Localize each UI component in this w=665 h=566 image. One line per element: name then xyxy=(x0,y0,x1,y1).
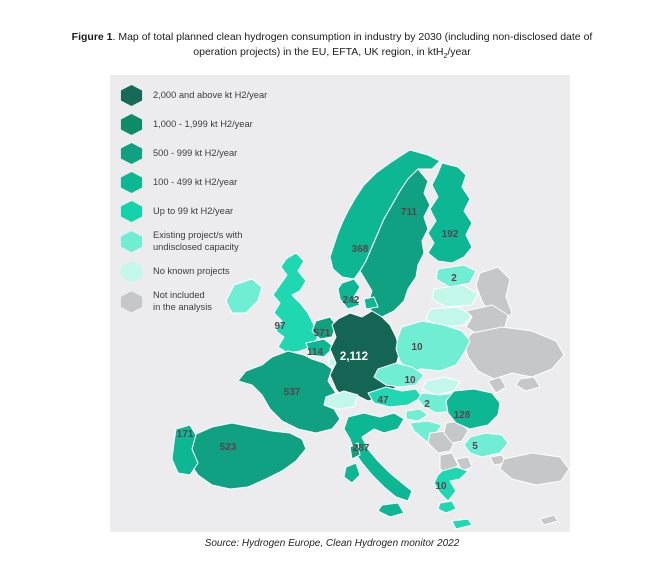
country-moldova xyxy=(487,376,507,394)
country-romania xyxy=(445,388,501,430)
legend-item: No known projects xyxy=(120,261,267,283)
hexagon-marker-icon xyxy=(120,114,143,135)
country-czechia xyxy=(373,362,425,388)
country-slovenia xyxy=(405,408,429,422)
country-cyprus xyxy=(539,514,559,526)
country-value-label: 114 xyxy=(307,347,324,358)
country-value-label: 368 xyxy=(352,244,369,255)
country-bulgaria xyxy=(463,432,509,458)
figure-source: Source: Hydrogen Europe, Clean Hydrogen … xyxy=(204,538,460,549)
country-value-label: 2 xyxy=(424,399,430,410)
country-greece-peloponnese xyxy=(437,500,457,514)
europe-map: 711 192 368 2 242 97 571 114 2,112 10 53… xyxy=(171,149,570,530)
country-value-label: 171 xyxy=(177,429,194,440)
country-corsica xyxy=(349,442,361,460)
country-value-label: 242 xyxy=(343,295,360,306)
country-lithuania xyxy=(425,306,473,328)
country-united-kingdom xyxy=(272,252,319,354)
country-value-label: 5 xyxy=(472,441,478,452)
legend-item: 1,000 - 1,999 kt H2/year xyxy=(120,114,267,135)
country-belgium xyxy=(305,338,335,358)
country-value-label: 192 xyxy=(442,229,459,240)
hexagon-marker-icon xyxy=(120,143,143,164)
legend-item: Up to 99 kt H2/year xyxy=(120,201,267,222)
country-poland xyxy=(395,320,471,372)
country-spain xyxy=(189,422,307,490)
country-ireland xyxy=(225,278,263,314)
country-value-label: 287 xyxy=(353,443,370,454)
legend-item: Not included in the analysis xyxy=(120,290,267,313)
country-italy xyxy=(343,412,413,502)
map-panel: 2,000 and above kt H2/year 1,000 - 1,999… xyxy=(110,75,570,532)
country-denmark-islands xyxy=(363,296,379,310)
country-value-label: 10 xyxy=(404,375,416,386)
hexagon-marker-icon xyxy=(120,85,143,106)
figure-label: Figure 1 xyxy=(71,31,113,43)
country-sicily xyxy=(377,502,405,518)
hexagon-marker-icon xyxy=(120,231,143,253)
country-netherlands xyxy=(311,316,337,340)
country-value-label: 128 xyxy=(454,410,471,421)
country-value-label: 10 xyxy=(435,481,447,492)
country-ukraine xyxy=(463,326,565,380)
country-north-macedonia xyxy=(455,456,473,472)
hexagon-marker-icon xyxy=(120,172,143,193)
legend-item: 100 - 499 kt H2/year xyxy=(120,172,267,193)
legend-item: Existing project/s with undisclosed capa… xyxy=(120,230,267,253)
legend-item: 2,000 and above kt H2/year xyxy=(120,85,267,106)
hexagon-marker-icon xyxy=(120,261,143,283)
country-value-label: 537 xyxy=(284,387,301,398)
legend-item: 500 - 999 kt H2/year xyxy=(120,143,267,164)
country-value-label: 47 xyxy=(377,395,389,406)
country-turkey xyxy=(499,452,570,486)
country-estonia xyxy=(435,264,477,288)
country-greece xyxy=(433,466,469,502)
country-sardinia xyxy=(343,462,361,484)
country-crete xyxy=(451,518,473,530)
country-value-label: 10 xyxy=(411,342,423,353)
country-value-label: 2 xyxy=(451,273,457,284)
country-finland xyxy=(427,162,473,264)
hexagon-marker-icon xyxy=(120,291,143,313)
country-value-label: 711 xyxy=(401,207,418,218)
country-portugal xyxy=(171,424,199,476)
country-value-label: 523 xyxy=(220,442,237,453)
country-crimea xyxy=(515,376,541,392)
country-value-label: 97 xyxy=(274,321,286,332)
country-latvia xyxy=(431,284,479,308)
country-value-label: 571 xyxy=(314,328,331,339)
hexagon-marker-icon xyxy=(120,201,143,222)
country-austria xyxy=(367,386,423,408)
map-legend: 2,000 and above kt H2/year 1,000 - 1,999… xyxy=(120,85,267,313)
figure-title: Figure 1. Map of total planned clean hyd… xyxy=(71,31,593,61)
country-denmark xyxy=(337,278,361,310)
country-value-label: 2,112 xyxy=(340,351,368,363)
country-france xyxy=(237,350,341,434)
